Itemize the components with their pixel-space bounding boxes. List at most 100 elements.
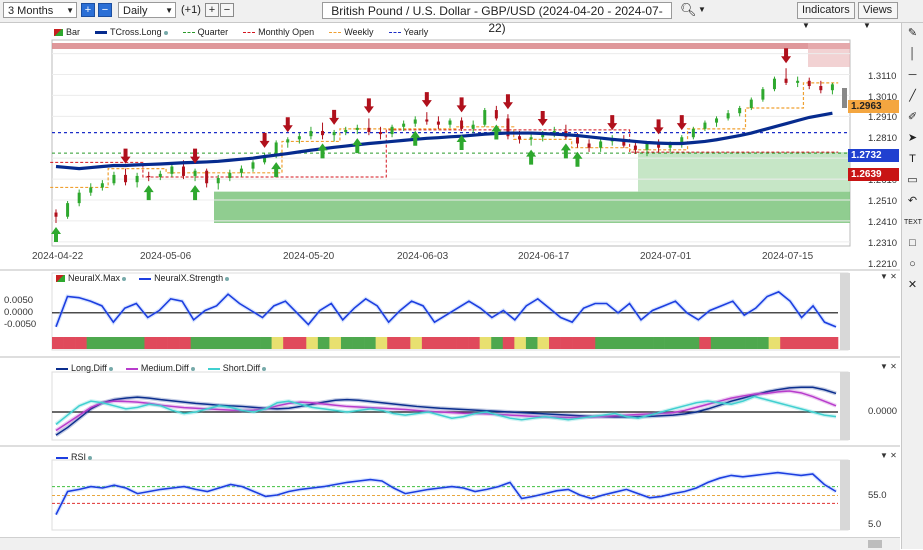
zoom-in-button[interactable]: + — [81, 3, 95, 17]
brush-icon[interactable]: ✐ — [907, 111, 918, 123]
plus-icon: + — [84, 4, 92, 16]
pointer-icon[interactable]: ➤ — [907, 132, 918, 144]
neuralx-max-bar — [537, 337, 550, 349]
symbol-title[interactable]: British Pound / U.S. Dollar - GBP/USD (2… — [322, 2, 672, 35]
sell-arrow — [607, 115, 618, 131]
horizontal-line-icon[interactable]: ─ — [908, 69, 917, 81]
sell-arrow — [282, 117, 293, 133]
price-tick-label: 1.2310 — [868, 237, 898, 249]
offset-minus-button[interactable]: − — [220, 3, 234, 17]
neuralx-max-bar — [595, 337, 608, 349]
price-tag: 1.2963 — [848, 100, 899, 114]
candle-body — [715, 118, 719, 123]
indicators-label: Indicators — [802, 4, 850, 16]
support-zone — [214, 191, 850, 223]
interval-select[interactable]: Daily ▼ — [118, 2, 176, 18]
pencil-icon[interactable]: ✎ — [907, 27, 918, 39]
neuralx-max-bar — [352, 337, 365, 349]
indicators-button[interactable]: Indicators ▼ — [797, 2, 855, 30]
neuralx-tick-label: 0.0000 — [4, 306, 34, 318]
candle-body — [691, 128, 695, 138]
neuralx-max-bar — [676, 337, 689, 349]
text-icon[interactable]: T — [909, 153, 916, 165]
candle-body — [749, 99, 753, 108]
candle-body — [332, 132, 336, 136]
candle-body — [541, 134, 545, 138]
caret-down-icon[interactable]: ▼ — [698, 5, 706, 14]
neuralx-max-bar — [294, 337, 307, 349]
neuralx-max-bar — [479, 337, 492, 349]
candle-body — [529, 137, 533, 140]
neuralx-max-bar — [699, 337, 712, 349]
views-button[interactable]: Views ▼ — [858, 2, 898, 30]
buy-arrow — [143, 185, 154, 201]
zoom-out-button[interactable]: − — [98, 3, 112, 17]
neuralx-max-bar — [421, 337, 434, 349]
neuralx-max-bar — [121, 337, 134, 349]
neuralx-max-bar — [618, 337, 631, 349]
legend-bar: Bar — [54, 27, 80, 37]
candle-body — [494, 110, 498, 119]
neuralx-max-bar — [514, 337, 527, 349]
price-panel — [50, 39, 851, 247]
neuralx-max-bar — [283, 337, 296, 349]
legend-neuralx-max: NeuralX.Max — [56, 273, 127, 283]
diff-panel — [0, 356, 900, 441]
price-tick-label: 1.3010 — [868, 91, 898, 103]
rsi-panel-close[interactable]: ▼ ✕ — [880, 451, 897, 460]
neuralx-max-bar — [653, 337, 665, 349]
sell-arrow — [120, 148, 131, 164]
horizontal-scrollbar[interactable] — [0, 537, 900, 550]
candle-body — [830, 84, 834, 91]
views-label: Views — [863, 4, 893, 16]
close-icon[interactable]: ✕ — [907, 279, 918, 291]
price-tick-label: 1.2810 — [868, 133, 898, 145]
neuralx-max-bar — [803, 337, 816, 349]
neuralx-max-bar — [225, 337, 238, 349]
comment-icon[interactable]: ▭ — [907, 174, 918, 186]
date-tick-label: 2024-04-22 — [32, 251, 84, 262]
sell-arrow — [421, 92, 432, 108]
candle-body — [796, 80, 800, 83]
neuralx-max-bar — [271, 337, 284, 349]
weekly-line — [50, 82, 839, 189]
circle-icon[interactable]: ○ — [909, 258, 916, 270]
sell-arrow — [781, 48, 792, 64]
neuralx-max-bar — [491, 337, 504, 349]
buy-arrow — [271, 162, 282, 178]
neuralx-max-bar — [410, 337, 423, 349]
neuralx-max-bar — [52, 337, 64, 349]
diff-panel-close[interactable]: ▼ ✕ — [880, 362, 897, 371]
vertical-line-icon[interactable]: │ — [909, 48, 916, 60]
neuralx-max-bar — [167, 337, 180, 349]
neuralx-legend: NeuralX.Max NeuralX.Strength — [56, 273, 230, 283]
price-tick-label: 1.2510 — [868, 196, 898, 208]
neuralx-panel-close[interactable]: ▼ ✕ — [880, 272, 897, 281]
neuralx-max-bar — [375, 337, 388, 349]
neuralx-max-bar — [525, 337, 538, 349]
candle-body — [251, 162, 255, 169]
neuralx-max-bar — [329, 337, 342, 349]
legend-medium-diff: Medium.Diff — [125, 363, 195, 373]
search-icon[interactable]: 🔍︎ — [680, 2, 697, 17]
chart-canvas[interactable] — [0, 23, 900, 537]
legend-yearly: Yearly — [388, 27, 428, 37]
neuralx-max-bar — [144, 337, 157, 349]
offset-plus-button[interactable]: + — [205, 3, 219, 17]
candle-body — [193, 170, 197, 176]
period-select[interactable]: 3 Months ▼ — [3, 2, 77, 18]
neuralx-max-bar — [768, 337, 781, 349]
rectangle-icon[interactable]: □ — [909, 237, 916, 249]
sell-arrow — [456, 97, 467, 113]
undo-icon[interactable]: ↶ — [907, 195, 918, 207]
neuralx-max-bar — [213, 337, 226, 349]
slash-icon[interactable]: ╱ — [909, 90, 916, 102]
neuralx-max-bar — [468, 337, 480, 349]
candle-body — [378, 132, 382, 135]
scroll-thumb[interactable] — [868, 540, 882, 548]
candle-body — [819, 86, 823, 91]
neuralx-tick-label: 0.0050 — [4, 295, 34, 307]
text-tool-icon[interactable]: TEXT — [904, 219, 922, 226]
neuralx-max-bar — [629, 337, 642, 349]
caret-down-icon: ▼ — [165, 6, 173, 15]
